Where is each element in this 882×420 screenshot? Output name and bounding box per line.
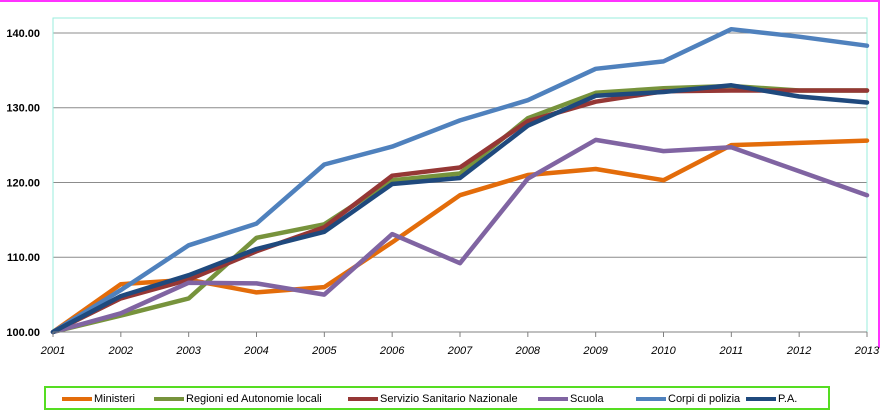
series-line <box>50 83 870 335</box>
series-line <box>50 83 870 335</box>
x-tick-label: 2009 <box>582 345 607 357</box>
legend-label: P.A. <box>778 393 798 405</box>
x-tick-label: 2010 <box>650 345 676 357</box>
legend-item: Servizio Sanitario Nazionale <box>348 392 518 406</box>
x-tick-label: 2013 <box>854 345 880 357</box>
y-tick-label: 110.00 <box>7 252 40 264</box>
y-tick-label: 120.00 <box>6 177 40 189</box>
legend-swatch <box>636 397 666 401</box>
x-tick-label: 2002 <box>108 345 133 357</box>
legend-swatch <box>154 397 184 401</box>
y-tick-label: 100.00 <box>6 327 40 339</box>
x-tick-label: 2008 <box>515 345 541 357</box>
legend-swatch <box>746 397 776 401</box>
x-tick-label: 2005 <box>311 345 337 357</box>
legend-swatch <box>538 397 568 401</box>
x-tick-label: 2007 <box>447 345 473 357</box>
gridlines <box>52 17 868 333</box>
series-line <box>50 26 870 335</box>
legend-item: P.A. <box>746 392 797 406</box>
legend-item: Scuola <box>538 392 604 406</box>
legend-item: Corpi di polizia <box>636 392 740 406</box>
chart-frame <box>0 0 880 348</box>
legend-label: Scuola <box>570 393 604 405</box>
legend-swatch <box>348 397 378 401</box>
series-line <box>50 88 870 335</box>
legend-label: Regioni ed Autonomie locali <box>186 393 322 405</box>
y-tick-label: 140.00 <box>6 28 40 40</box>
legend-item: Ministeri <box>62 392 135 406</box>
y-tick-label: 130.00 <box>6 103 40 115</box>
legend-item: Regioni ed Autonomie locali <box>154 392 322 406</box>
legend-swatch <box>62 397 92 401</box>
legend-label: Corpi di polizia <box>668 393 741 405</box>
legend: Ministeri Regioni ed Autonomie locali Serv… <box>44 386 830 410</box>
x-tick-label: 2003 <box>175 345 201 357</box>
x-tick-label: 2012 <box>786 345 811 357</box>
series-line <box>50 137 870 335</box>
legend-label: Ministeri <box>94 393 135 405</box>
x-tick-label: 2004 <box>243 345 268 357</box>
axes: 100.00 110.00 120.00 130.00 140.00 2001 2002 20… <box>6 28 880 357</box>
x-tick-label: 2011 <box>719 345 744 357</box>
series-lines <box>50 26 870 335</box>
x-tick-label: 2001 <box>40 345 65 357</box>
x-tick-label: 2006 <box>379 345 405 357</box>
legend-label: Servizio Sanitario Nazionale <box>380 393 518 405</box>
